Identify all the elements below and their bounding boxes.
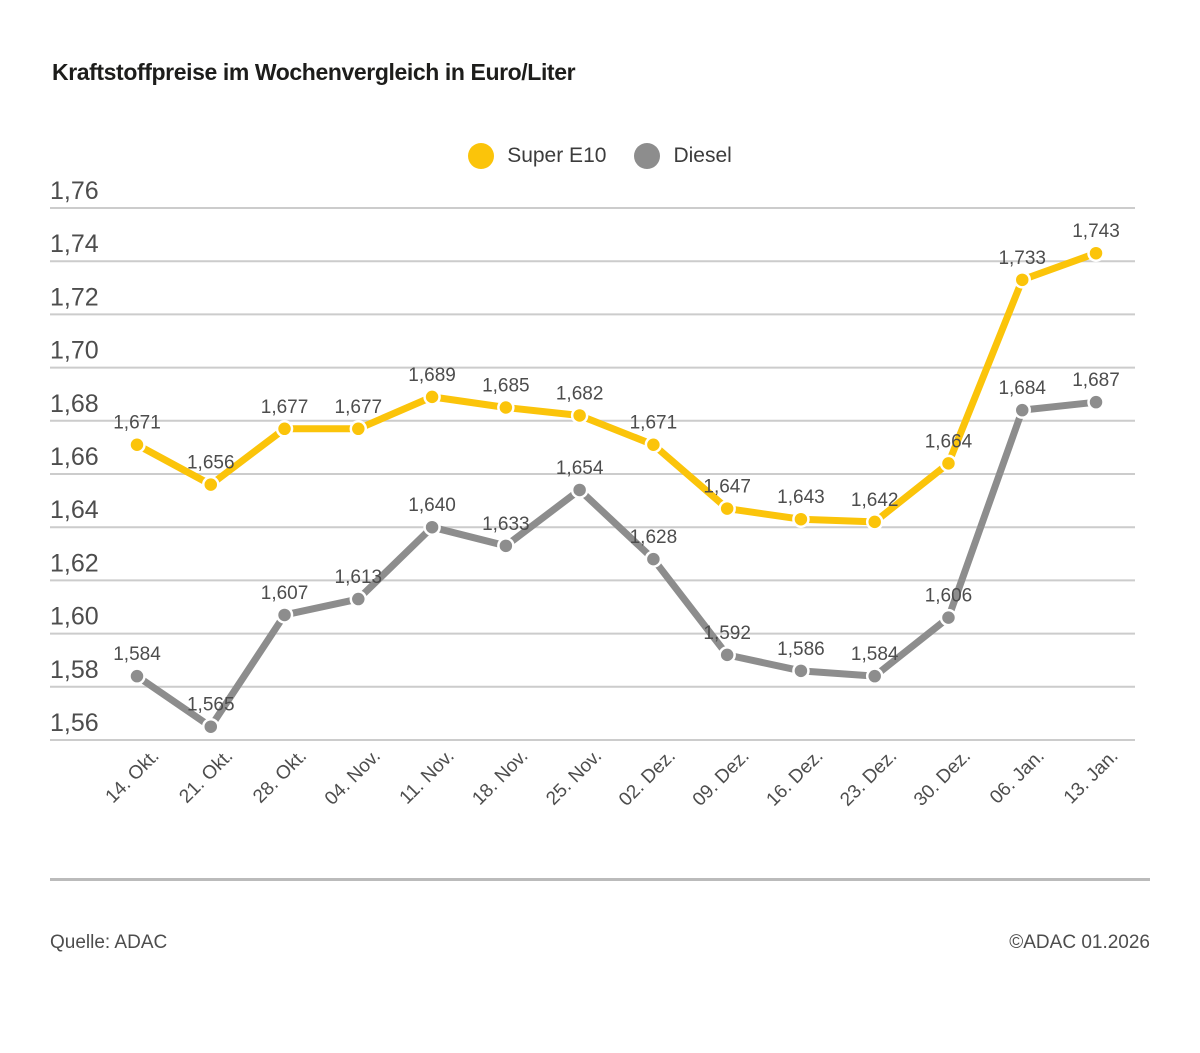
value-label: 1,633 [482,514,530,535]
y-tick-label: 1,72 [50,283,99,311]
data-point [128,435,146,454]
legend-item-super-e10: Super E10 [468,143,606,169]
footer-source: Quelle: ADAC [50,932,168,953]
data-point [718,646,736,664]
data-point [423,518,441,536]
value-label: 1,684 [998,378,1046,399]
value-label: 1,685 [482,376,530,397]
data-point [497,537,515,555]
y-tick-label: 1,58 [50,656,99,684]
data-point [865,513,884,531]
data-point [939,454,958,473]
value-label: 1,743 [1072,221,1120,242]
x-tick-label: 14. Okt. [102,746,164,808]
data-point [644,435,663,454]
value-label: 1,642 [851,490,899,511]
data-point [644,550,663,568]
data-point [1013,271,1031,289]
data-point [792,662,810,680]
y-tick-label: 1,60 [50,603,99,631]
legend-label-super-e10: Super E10 [507,144,607,167]
data-point [497,398,515,417]
diesel-dot-icon [634,143,661,169]
data-point [202,475,220,494]
value-label: 1,677 [335,397,383,418]
x-tick-label: 25. Nov. [542,746,606,810]
data-point [1087,244,1105,262]
series-line-super-e10 [133,249,1100,526]
data-point [423,388,441,406]
y-tick-label: 1,76 [50,177,99,205]
data-point [1013,401,1031,419]
value-label: 1,586 [777,639,825,660]
data-point [349,590,368,608]
data-point [939,608,958,627]
y-tick-label: 1,66 [50,443,99,471]
series-line-diesel [133,398,1100,731]
data-point [128,667,146,685]
value-label: 1,643 [777,487,825,508]
data-point [718,499,736,518]
value-label: 1,687 [1072,370,1120,391]
value-label: 1,654 [556,458,604,479]
x-tick-label: 13. Jan. [1060,746,1123,809]
value-label: 1,613 [335,567,383,588]
x-tick-label: 23. Dez. [836,746,901,811]
data-point [349,420,368,438]
y-tick-label: 1,64 [50,496,99,524]
x-tick-label: 18. Nov. [468,746,532,810]
super-e10-dot-icon [468,143,495,169]
y-tick-label: 1,56 [50,709,99,737]
x-tick-label: 09. Dez. [689,746,754,811]
value-label: 1,584 [113,644,161,665]
data-point [1087,393,1105,411]
value-label: 1,656 [187,453,235,474]
legend-item-diesel: Diesel [634,143,732,169]
data-point [792,510,810,528]
y-tick-label: 1,70 [50,337,99,365]
x-tick-label: 16. Dez. [763,746,828,811]
value-label: 1,733 [998,248,1046,269]
value-label: 1,640 [408,495,456,516]
value-label: 1,689 [408,365,456,386]
y-tick-label: 1,62 [50,549,99,577]
value-label: 1,628 [630,527,678,548]
x-tick-label: 02. Dez. [615,746,680,811]
y-tick-label: 1,74 [50,230,99,258]
legend-label-diesel: Diesel [673,144,732,167]
value-label: 1,677 [261,397,309,418]
value-label: 1,682 [556,383,604,404]
value-label: 1,671 [113,413,161,434]
value-label: 1,664 [925,431,973,452]
data-point [275,606,294,624]
chart-title: Kraftstoffpreise im Wochenvergleich in E… [52,59,576,85]
y-tick-label: 1,68 [50,390,99,418]
data-point [202,717,220,736]
x-tick-label: 04. Nov. [321,746,385,810]
value-label: 1,607 [261,583,309,604]
value-label: 1,671 [630,413,678,434]
footer-copyright: ©ADAC 01.2026 [1009,932,1150,953]
value-label: 1,592 [703,623,751,644]
value-label: 1,565 [187,695,235,716]
x-tick-label: 30. Dez. [910,746,975,811]
x-tick-label: 21. Okt. [175,746,237,808]
chart-legend: Super E10 Diesel [0,143,1200,169]
x-tick-label: 28. Okt. [249,746,311,808]
value-label: 1,584 [851,644,899,665]
value-label: 1,606 [925,586,973,607]
data-point [275,420,294,438]
data-point [570,481,589,499]
data-point [865,667,884,685]
footer-divider [50,878,1150,881]
x-tick-label: 06. Jan. [986,746,1049,809]
data-point [570,406,589,425]
value-label: 1,647 [703,477,751,498]
x-tick-label: 11. Nov. [396,746,459,809]
